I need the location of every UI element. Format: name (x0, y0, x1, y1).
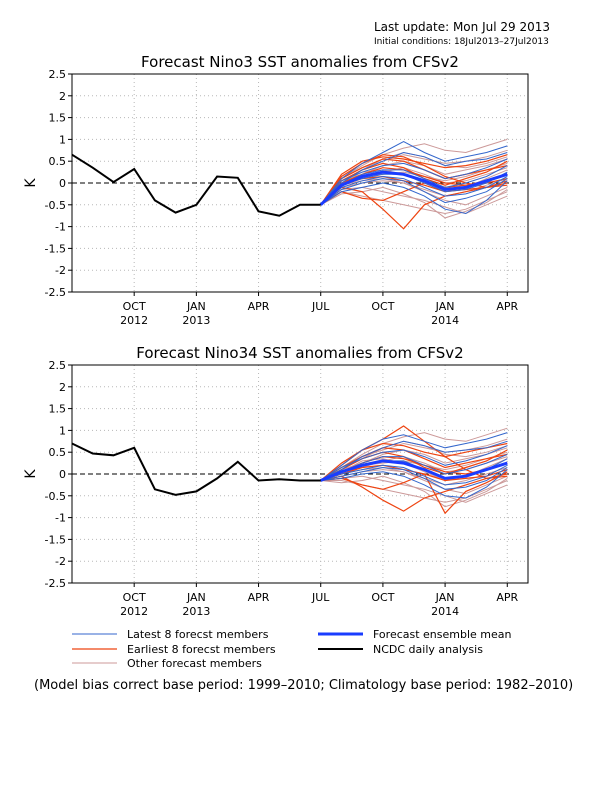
panel2-x-tick-year-label: 2012 (120, 605, 148, 618)
panel2-latest-member-line (320, 432, 508, 481)
panel2-other-member-line (320, 480, 508, 503)
panel1-y-tick-label: -2.5 (45, 286, 66, 299)
panel2-earliest-member-line (320, 449, 508, 482)
panel1-x-tick-label: JUL (311, 300, 330, 313)
panel2-y-tick-label: -1 (55, 512, 66, 525)
panel2-y-tick-label: -2.5 (45, 577, 66, 590)
last-update-text: Last update: Mon Jul 29 2013 (374, 20, 550, 34)
panel2-y-tick-label: -2 (55, 555, 66, 568)
panel1-x-tick-label: OCT (123, 300, 146, 313)
panel2-x-tick-label: OCT (123, 591, 146, 604)
panel1-chart-title: Forecast Nino3 SST anomalies from CFSv2 (141, 53, 459, 71)
panel2-x-tick-year-label: 2014 (431, 605, 459, 618)
figure: Forecast Nino3 SST anomalies from CFSv2 K… (23, 53, 529, 670)
panel1-y-tick-label: 0.5 (49, 155, 67, 168)
panel2-observed-line (71, 442, 321, 496)
panel1-y-tick-label: -1 (55, 221, 66, 234)
panel1-latest-member-line (320, 178, 508, 206)
panel2-x-tick-label: JAN (186, 591, 206, 604)
panel1-latest-member-line (320, 175, 508, 206)
legend-label-latest: Latest 8 forecst members (127, 628, 269, 641)
legend-label-other: Other forecast members (127, 657, 262, 670)
panel2-x-tick-label: OCT (371, 591, 394, 604)
panel1-y-tick-label: 2.5 (49, 68, 67, 81)
panel2-x-tick-label: APR (496, 591, 518, 604)
panel2-x-tick-label: JUL (311, 591, 330, 604)
panel2-x-tick-label: JAN (435, 591, 455, 604)
panel1-y-axis-label: K (23, 178, 39, 188)
panel2-earliest-member-line (320, 447, 508, 482)
legend-label-obs: NCDC daily analysis (373, 643, 483, 656)
panel2-y-tick-label: 1.5 (49, 403, 67, 416)
legend-label-earliest: Earliest 8 forecst members (127, 643, 276, 656)
panel2-x-tick-label: APR (248, 591, 270, 604)
panel2-y-axis-label: K (23, 469, 39, 479)
footnote: (Model bias correct base period: 1999–20… (34, 678, 574, 693)
panel1-earliest-member-line (320, 158, 508, 206)
panel1-ensemble-mean-line (319, 170, 508, 206)
panel1-earliest-member-line (320, 160, 508, 206)
panel1-y-tick-label: 1.5 (49, 112, 67, 125)
panel1-observed-line (71, 153, 321, 217)
panel1-x-tick-year-label: 2014 (431, 314, 459, 327)
panel1-y-tick-label: 2 (59, 90, 66, 103)
panel2-other-member-line (320, 427, 508, 481)
panel2-latest-member-line (320, 469, 508, 499)
panel1-other-member-line (320, 191, 508, 215)
panel2-y-tick-label: 2.5 (49, 359, 67, 372)
panel2-earliest-member-line (320, 442, 508, 481)
panel1-y-tick-label: -2 (55, 264, 66, 277)
panel1-latest-member-line (320, 158, 508, 206)
panel1-y-tick-label: 1 (59, 133, 66, 146)
legend-label-mean: Forecast ensemble mean (373, 628, 512, 641)
panel2-chart-title: Forecast Nino34 SST anomalies from CFSv2 (136, 344, 463, 362)
panel2-y-tick-label: 1 (59, 424, 66, 437)
panel2-y-tick-label: 0 (59, 468, 66, 481)
panel1-y-tick-label: -1.5 (45, 242, 66, 255)
panel1-x-tick-label: APR (496, 300, 518, 313)
panel2-y-tick-label: -1.5 (45, 533, 66, 546)
panel1-x-tick-label: JAN (435, 300, 455, 313)
panel2-y-tick-label: -0.5 (45, 490, 66, 503)
panel1-latest-member-line (320, 141, 508, 206)
panel1-x-tick-label: JAN (186, 300, 206, 313)
panel2-latest-member-line (320, 445, 508, 481)
panel2-plot-frame (71, 364, 529, 584)
panel2-latest-member-line (320, 464, 508, 486)
panel2-earliest-member-line (320, 471, 508, 515)
panel1-plot-frame (71, 73, 529, 293)
panel2-y-tick-label: 0.5 (49, 446, 67, 459)
panel2-x-tick-year-label: 2013 (182, 605, 210, 618)
panel1-x-tick-year-label: 2012 (120, 314, 148, 327)
panel1-x-tick-year-label: 2013 (182, 314, 210, 327)
panel2-latest-member-line (320, 466, 508, 490)
panel2-ensemble-mean-line (320, 459, 508, 482)
panel1-other-member-line (320, 138, 508, 206)
panel1-x-tick-label: OCT (371, 300, 394, 313)
panel1-latest-member-line (320, 180, 508, 215)
panel2-y-tick-label: 2 (59, 381, 66, 394)
panel1-y-tick-label: 0 (59, 177, 66, 190)
initial-conditions-text: Initial conditions: 18Jul2013–27Jul2013 (374, 37, 549, 47)
panel1-x-tick-label: APR (248, 300, 270, 313)
panel1-y-tick-label: -0.5 (45, 199, 66, 212)
